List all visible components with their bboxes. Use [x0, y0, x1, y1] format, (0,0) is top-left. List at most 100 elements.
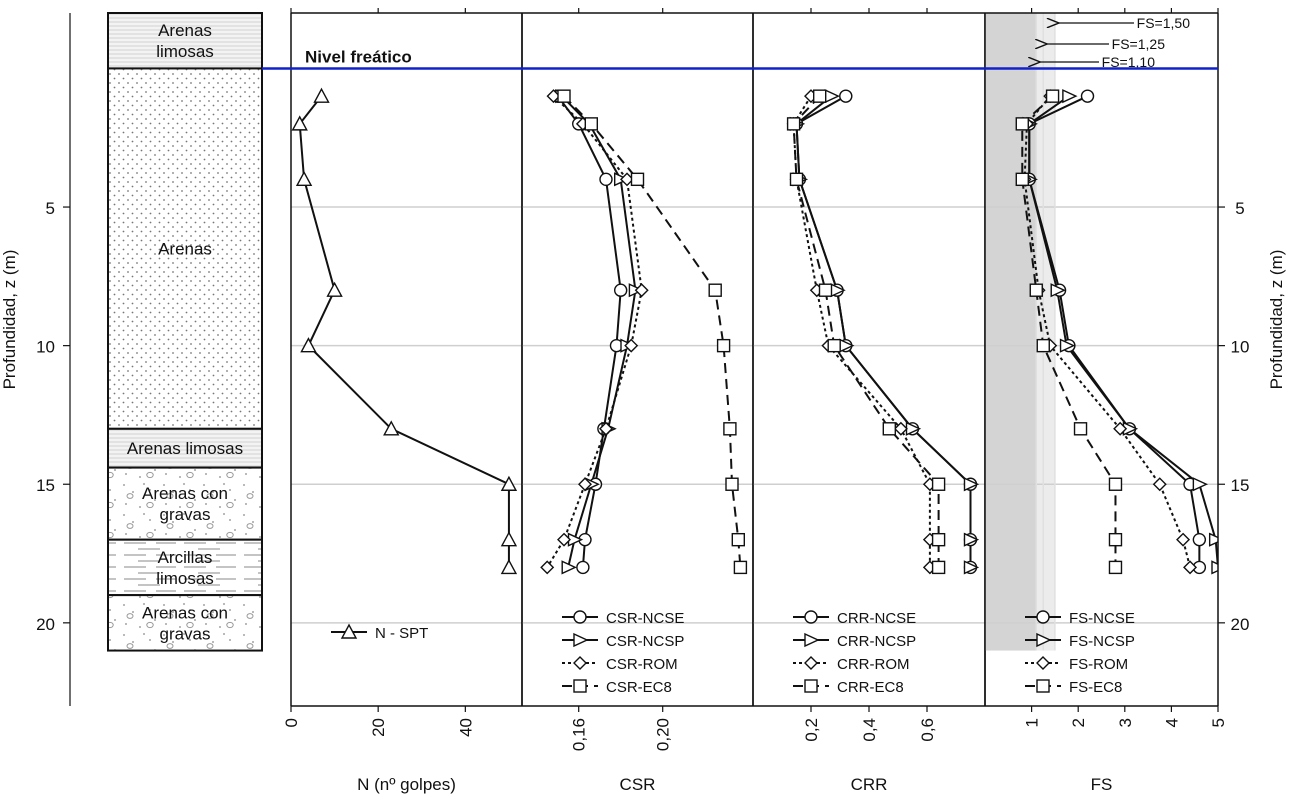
marker-square — [1036, 679, 1050, 693]
marker-square — [1073, 422, 1088, 436]
layer-label: Arenas con gravas — [142, 603, 228, 643]
layer-lines — [107, 12, 263, 70]
marker-square — [804, 679, 818, 693]
marker-square — [1108, 560, 1123, 575]
marker-square — [1029, 283, 1043, 297]
marker-square — [716, 338, 731, 353]
series-line — [298, 95, 510, 568]
marker-square — [813, 89, 827, 103]
depth-tick-label-right: 5 — [1235, 199, 1244, 218]
fs-reference-label: FS=1,10 — [1102, 54, 1156, 70]
marker-diamond — [804, 656, 818, 670]
margin-zone-shading — [1036, 13, 1055, 651]
series-line — [1028, 95, 1218, 568]
panel-n: 0 20 40 N (nº golpes) N - SPT — [282, 8, 523, 794]
marker-triangle — [500, 531, 518, 547]
layer-label: Arenas — [158, 240, 212, 259]
marker-square — [723, 422, 737, 436]
marker-square — [931, 560, 946, 575]
legend-label: CRR-NCSE — [837, 610, 916, 627]
x-tick-label: 4 — [1162, 718, 1181, 727]
x-tick-label: 0,2 — [802, 718, 821, 742]
marker-triangle-right — [1036, 632, 1052, 648]
marker-circle — [573, 610, 587, 624]
marker-circle — [599, 172, 613, 187]
depth-tick-label-right: 15 — [1231, 476, 1250, 495]
x-tick-label: 3 — [1116, 718, 1135, 727]
marker-triangle — [313, 87, 330, 103]
legend: N - SPT — [331, 623, 428, 642]
marker-triangle — [500, 475, 518, 491]
marker-diamond — [624, 338, 639, 353]
layer-label: Arenas limosas — [156, 21, 214, 61]
marker-circle — [1192, 532, 1207, 547]
panel-plot-area — [522, 89, 753, 624]
marker-diamond — [1113, 421, 1128, 436]
fs-reference-label: FS=1,50 — [1137, 15, 1191, 31]
x-tick-label: 0,6 — [918, 718, 937, 742]
legend-label: CSR-NCSP — [606, 633, 684, 650]
marker-triangle-right — [1059, 338, 1076, 353]
series-line — [546, 95, 643, 568]
x-tick-label: 1 — [1023, 718, 1042, 727]
marker-diamond — [893, 421, 908, 436]
series-line — [795, 95, 972, 568]
marker-square — [827, 338, 841, 353]
legend-label: N - SPT — [375, 625, 428, 642]
legend: CSR-NCSE CSR-NCSP CSR-ROM CSR-EC8 — [562, 610, 684, 696]
fs-reference-label: FS=1,25 — [1112, 36, 1166, 52]
marker-circle — [1036, 610, 1050, 624]
marker-square — [1015, 172, 1029, 187]
marker-triangle-right — [1192, 477, 1209, 492]
marker-triangle-right — [561, 560, 577, 575]
panel-plot-area — [985, 13, 1218, 651]
marker-square — [931, 477, 946, 491]
layer-label-line: Arenas con — [142, 484, 228, 503]
legend-label: CSR-EC8 — [606, 679, 672, 696]
series-line — [792, 95, 931, 568]
marker-triangle-right — [963, 560, 980, 575]
legend-label: FS-NCSE — [1069, 610, 1135, 627]
legend-label: CRR-EC8 — [837, 679, 904, 696]
layer-label-line: limosas — [156, 42, 214, 61]
x-tick-label: 0,20 — [654, 718, 673, 751]
marker-diamond — [1183, 560, 1198, 575]
x-axis-label: CSR — [620, 775, 656, 794]
marker-diamond — [540, 560, 555, 575]
x-tick-label: 0,16 — [570, 718, 589, 751]
depth-axis-right: 5 10 15 20 Profundidad, z (m) — [1218, 199, 1286, 634]
x-axis-label: FS — [1091, 775, 1113, 794]
marker-circle — [576, 560, 590, 575]
depth-tick-label-left: 10 — [36, 338, 55, 357]
marker-triangle-right — [1050, 283, 1066, 298]
legend-label: CSR-ROM — [606, 656, 678, 673]
marker-square — [1015, 117, 1029, 131]
x-tick-label: 2 — [1069, 718, 1088, 727]
marker-square — [1108, 532, 1123, 547]
marker-triangle-right — [1062, 89, 1078, 104]
marker-diamond — [634, 283, 649, 298]
layer-dashes — [107, 538, 263, 597]
marker-square — [725, 477, 739, 491]
legend: CRR-NCSE CRR-NCSP CRR-ROM CRR-EC8 — [793, 610, 916, 696]
marker-triangle-right — [963, 532, 980, 547]
marker-diamond — [1152, 477, 1167, 492]
water-table: Nivel freático — [262, 47, 1218, 70]
legend-label: FS-NCSP — [1069, 633, 1135, 650]
marker-triangle-right — [963, 477, 980, 492]
layer-gravel — [107, 466, 263, 541]
marker-square — [731, 532, 745, 547]
marker-circle — [614, 283, 628, 297]
layer-label: Arenas limosas — [127, 439, 243, 458]
marker-diamond — [1176, 532, 1191, 547]
y-axis-label-right: Profundidad, z (m) — [1267, 250, 1286, 390]
legend-label: CSR-NCSE — [606, 610, 684, 627]
depth-tick-label-left: 5 — [46, 199, 55, 218]
x-tick-label: 40 — [456, 718, 475, 737]
series-line — [792, 95, 940, 568]
marker-square — [1036, 338, 1050, 353]
marker-triangle — [300, 337, 317, 353]
marker-diamond — [599, 421, 613, 436]
x-axis-label: N (nº golpes) — [357, 775, 456, 794]
